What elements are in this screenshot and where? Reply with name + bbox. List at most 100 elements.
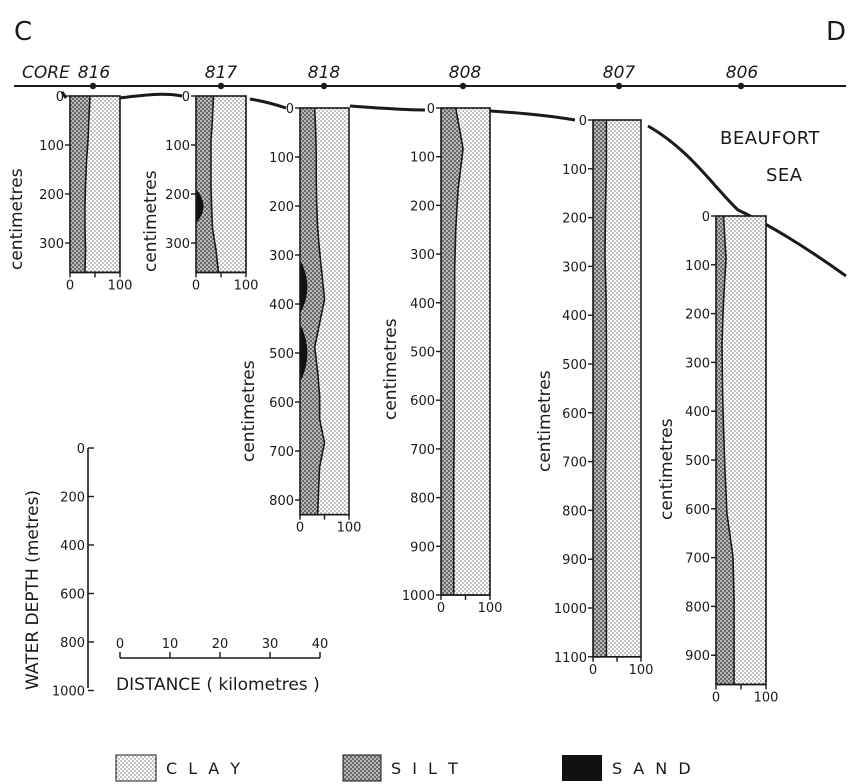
percent-tick-100: 100 bbox=[754, 690, 779, 705]
percent-tick-100: 100 bbox=[234, 278, 259, 293]
depth-tick-label: 200 bbox=[410, 199, 435, 214]
water-depth-tick-label: 800 bbox=[60, 636, 85, 651]
silt-clay-boundary bbox=[210, 95, 220, 273]
legend-label-silt: S I L T bbox=[391, 759, 461, 778]
silt-fill bbox=[196, 96, 219, 273]
depth-tick-label: 400 bbox=[410, 297, 435, 312]
depth-tick-label: 700 bbox=[410, 443, 435, 458]
core-816: 816 0 100 0 100 200 300 centimetres bbox=[7, 63, 132, 293]
depth-unit-label: centimetres bbox=[535, 370, 555, 472]
depth-tick-label: 600 bbox=[410, 394, 435, 409]
depth-tick-label: 100 bbox=[685, 259, 710, 274]
sea-label-line2: SEA bbox=[766, 165, 803, 186]
core-word-label: CORE bbox=[22, 63, 70, 83]
depth-unit-label: centimetres bbox=[239, 360, 259, 462]
seafloor-profile bbox=[60, 91, 847, 278]
depth-tick-label: 300 bbox=[685, 356, 710, 371]
depth-unit-label: centimetres bbox=[657, 418, 677, 520]
depth-tick-label: 0 bbox=[579, 114, 587, 129]
water-depth-axis-label: WATER DEPTH (metres) bbox=[23, 490, 43, 690]
water-depth-axis: 0 200 400 600 800 1000 WATER DEPTH (metres) bbox=[23, 442, 94, 700]
water-depth-tick-label: 1000 bbox=[52, 685, 85, 700]
core-806: 806 0 100 0 100 200 300 400 500 600 700 800 900 centi… bbox=[657, 63, 778, 705]
depth-tick-label: 100 bbox=[562, 163, 587, 178]
depth-tick-label: 200 bbox=[165, 188, 190, 203]
core-id-label: 817 bbox=[205, 63, 238, 83]
core-id-label: 806 bbox=[726, 63, 759, 83]
depth-tick-label: 600 bbox=[269, 396, 294, 411]
depth-tick-label: 500 bbox=[562, 358, 587, 373]
depth-tick-label: 400 bbox=[685, 405, 710, 420]
percent-tick-100: 100 bbox=[337, 521, 362, 536]
silt-fill bbox=[716, 216, 734, 685]
depth-tick-label: 200 bbox=[269, 200, 294, 215]
sea-label-line1: BEAUFORT bbox=[720, 128, 820, 149]
depth-tick-label: 100 bbox=[410, 151, 435, 166]
sand-lens bbox=[300, 323, 308, 383]
sand-lens bbox=[196, 189, 204, 224]
silt-clay-boundary bbox=[452, 107, 464, 595]
core-id-label: 818 bbox=[308, 63, 341, 83]
distance-tick-label: 20 bbox=[212, 637, 229, 652]
core-location-marker bbox=[89, 82, 97, 90]
depth-tick-label: 0 bbox=[56, 90, 64, 105]
sand-lens bbox=[300, 259, 308, 314]
water-depth-tick-label: 0 bbox=[77, 442, 85, 457]
depth-tick-label: 1000 bbox=[554, 602, 587, 617]
silt-clay-boundary bbox=[313, 107, 326, 515]
silt-clay-boundary bbox=[721, 215, 735, 685]
depth-tick-label: 100 bbox=[39, 139, 64, 154]
depth-tick-label: 700 bbox=[562, 456, 587, 471]
legend: C L A Y S I L T S A N D bbox=[115, 754, 694, 782]
percent-tick-0: 0 bbox=[66, 278, 74, 293]
depth-unit-label: centimetres bbox=[141, 170, 161, 272]
water-depth-tick-label: 200 bbox=[60, 491, 85, 506]
depth-tick-label: 900 bbox=[685, 649, 710, 664]
core-location-marker bbox=[320, 82, 328, 90]
depth-tick-label: 800 bbox=[410, 492, 435, 507]
depth-tick-label: 200 bbox=[39, 188, 64, 203]
core-817: 817 0 100 0 100 200 300 centimetres bbox=[141, 63, 258, 293]
legend-item-sand: S A N D bbox=[562, 755, 694, 781]
core-location-marker bbox=[615, 82, 623, 90]
depth-tick-label: 0 bbox=[427, 102, 435, 117]
legend-label-sand: S A N D bbox=[612, 759, 694, 778]
depth-tick-label: 900 bbox=[562, 553, 587, 568]
percent-tick-100: 100 bbox=[108, 278, 133, 293]
depth-tick-label: 300 bbox=[410, 248, 435, 263]
corner-label-d: D bbox=[826, 17, 846, 47]
core-id-label: 808 bbox=[449, 63, 482, 83]
legend-label-clay: C L A Y bbox=[166, 759, 243, 778]
distance-tick-label: 40 bbox=[312, 637, 329, 652]
silt-clay-boundary bbox=[84, 95, 91, 273]
depth-tick-label: 400 bbox=[562, 309, 587, 324]
depth-tick-label: 1000 bbox=[402, 589, 435, 604]
legend-item-silt: S I L T bbox=[342, 754, 461, 782]
percent-tick-0: 0 bbox=[296, 521, 304, 536]
core-id-label: 807 bbox=[603, 63, 636, 83]
depth-tick-label: 500 bbox=[685, 454, 710, 469]
distance-tick-label: 0 bbox=[116, 637, 124, 652]
depth-tick-label: 500 bbox=[410, 346, 435, 361]
percent-tick-0: 0 bbox=[589, 663, 597, 678]
distance-scale: 0 10 20 30 40 DISTANCE ( kilometres ) bbox=[116, 637, 328, 695]
silt-fill bbox=[300, 108, 325, 515]
depth-tick-label: 100 bbox=[165, 139, 190, 154]
percent-tick-0: 0 bbox=[437, 601, 445, 616]
legend-item-clay: C L A Y bbox=[115, 754, 243, 782]
depth-tick-label: 600 bbox=[685, 503, 710, 518]
core-location-marker bbox=[737, 82, 745, 90]
percent-tick-100: 100 bbox=[478, 601, 503, 616]
percent-tick-0: 0 bbox=[712, 690, 720, 705]
depth-tick-label: 500 bbox=[269, 347, 294, 362]
depth-tick-label: 900 bbox=[410, 540, 435, 555]
depth-unit-label: centimetres bbox=[7, 168, 27, 270]
depth-tick-label: 0 bbox=[182, 90, 190, 105]
depth-tick-label: 300 bbox=[39, 237, 64, 252]
depth-tick-label: 300 bbox=[269, 249, 294, 264]
core-location-marker bbox=[217, 82, 225, 90]
water-depth-tick-label: 600 bbox=[60, 588, 85, 603]
depth-unit-label: centimetres bbox=[381, 318, 401, 420]
